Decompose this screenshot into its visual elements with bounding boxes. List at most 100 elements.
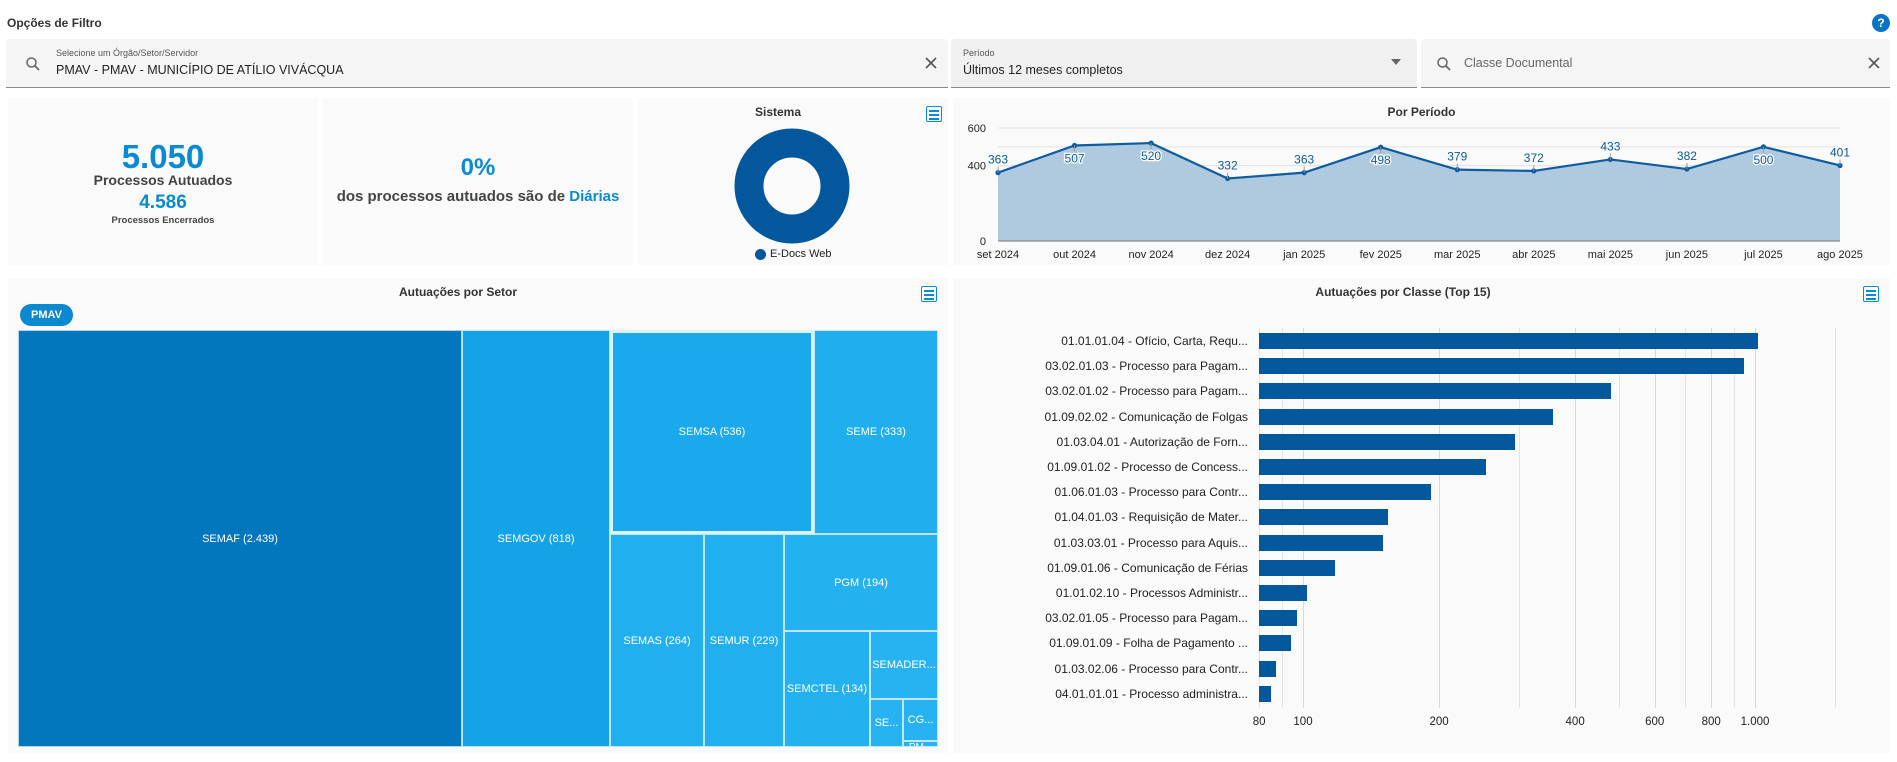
data-label: 401 bbox=[1830, 145, 1850, 159]
diarias-link[interactable]: Diárias bbox=[569, 188, 620, 205]
treemap-cell[interactable]: SEMCTEL (134) bbox=[784, 631, 870, 747]
data-label: 363 bbox=[1294, 153, 1314, 167]
x-tick-label: jun 2025 bbox=[1665, 249, 1708, 261]
treemap-cell-label: SEMUR (229) bbox=[709, 634, 779, 647]
treemap-cell-label: SEMSA (536) bbox=[678, 426, 746, 438]
data-label: 433 bbox=[1600, 139, 1620, 153]
x-tick-label: nov 2024 bbox=[1128, 249, 1173, 261]
treemap-cell-label: SEMAF (2.439) bbox=[202, 532, 278, 545]
data-point bbox=[1378, 144, 1384, 150]
search-icon bbox=[1437, 57, 1451, 71]
treemap-cell-label: PM... bbox=[909, 742, 932, 746]
treemap-cell[interactable]: SEMAF (2.439) bbox=[18, 330, 462, 747]
treemap-cell[interactable]: PM... bbox=[903, 741, 938, 747]
treemap-cell-label: SEMCTEL (134) bbox=[786, 683, 868, 695]
data-label: 520 bbox=[1141, 149, 1161, 163]
sistema-title: Sistema bbox=[754, 105, 802, 119]
data-point bbox=[995, 170, 1001, 176]
x-tick-label: abr 2025 bbox=[1512, 249, 1555, 261]
setor-title: Autuações por Setor bbox=[398, 285, 518, 299]
class-input-placeholder[interactable]: Classe Documental bbox=[1464, 56, 1573, 70]
pmav-breadcrumb-pill[interactable]: PMAV bbox=[20, 304, 73, 326]
y-tick-label: 0 bbox=[980, 236, 986, 248]
list-view-icon[interactable] bbox=[921, 286, 937, 302]
setor-treemap: SEMAF (2.439) SEMGOV (818) SEMSA (536) SEME… bbox=[18, 330, 938, 747]
help-icon[interactable]: ? bbox=[1872, 14, 1890, 32]
x-tick-label: dez 2024 bbox=[1205, 249, 1250, 261]
org-field-label: Selecione um Órgão/Setor/Servidor bbox=[56, 48, 199, 58]
treemap-cell-label: SEME (333) bbox=[846, 426, 906, 438]
diarias-text: dos processos autuados são de bbox=[336, 188, 566, 205]
x-tick-label: ago 2025 bbox=[1817, 249, 1863, 261]
filter-options-title: Opções de Filtro bbox=[7, 16, 102, 30]
data-point bbox=[1684, 166, 1690, 172]
legend-dot-icon bbox=[755, 248, 766, 260]
autuados-value: 5.050 bbox=[121, 138, 205, 175]
list-view-icon[interactable] bbox=[1863, 286, 1879, 302]
classe-card: Autuações por Classe (Top 15) bbox=[953, 278, 1890, 753]
x-tick-label: jul 2025 bbox=[1743, 249, 1783, 261]
data-label: 507 bbox=[1065, 152, 1085, 166]
x-tick-label: out 2024 bbox=[1053, 249, 1096, 261]
data-label: 382 bbox=[1677, 149, 1697, 163]
period-field-value[interactable]: Últimos 12 meses completos bbox=[963, 63, 1123, 77]
search-icon bbox=[26, 57, 40, 71]
sistema-legend[interactable]: E-Docs Web bbox=[755, 248, 832, 260]
x-tick-label: fev 2025 bbox=[1360, 249, 1402, 261]
y-tick-label: 600 bbox=[968, 123, 986, 135]
treemap-cell[interactable]: SEMADER... bbox=[870, 631, 938, 699]
org-field-value[interactable]: PMAV - PMAV - MUNICÍPIO DE ATÍLIO VIVÁCQ… bbox=[56, 63, 344, 77]
data-label: 379 bbox=[1447, 150, 1467, 164]
data-label: 363 bbox=[988, 153, 1008, 167]
sistema-donut: 100% bbox=[734, 128, 850, 244]
treemap-cell-label: SEMADER... bbox=[872, 659, 936, 671]
kpi-card-diarias: 0% dos processos autuados são de Diárias bbox=[323, 98, 633, 265]
area-fill bbox=[998, 143, 1840, 241]
period-field-label: Período bbox=[963, 48, 995, 58]
autuados-label: Processos Autuados bbox=[93, 172, 233, 188]
class-search-field[interactable]: Classe Documental bbox=[1421, 39, 1890, 88]
treemap-cell[interactable]: SEMAS (264) bbox=[610, 534, 704, 747]
treemap-cell-label: SEMAS (264) bbox=[623, 634, 691, 647]
treemap-cell[interactable]: SEMUR (229) bbox=[704, 534, 784, 747]
x-tick-label: mai 2025 bbox=[1588, 249, 1633, 261]
donut-center-label: 100% bbox=[778, 181, 806, 193]
encerrados-value: 4.586 bbox=[139, 192, 187, 213]
por-periodo-chart: 0 400 600 363 set 2024 507 out 2024 520 nov 2024… bbox=[968, 123, 1863, 261]
clear-class-icon[interactable] bbox=[1867, 56, 1881, 70]
x-tick-label: jan 2025 bbox=[1282, 249, 1325, 261]
treemap-cell[interactable]: SE... bbox=[870, 699, 903, 747]
treemap-cell[interactable]: PGM (194) bbox=[784, 534, 938, 631]
data-point bbox=[1454, 167, 1460, 173]
clear-org-icon[interactable] bbox=[924, 56, 938, 70]
treemap-cell[interactable]: SEME (333) bbox=[814, 330, 938, 534]
sistema-card: Sistema 100% E-Docs Web bbox=[638, 98, 948, 265]
data-point bbox=[1301, 170, 1307, 176]
treemap-cell[interactable]: SEMSA (536) bbox=[610, 330, 814, 534]
treemap-cell-label: SE... bbox=[874, 717, 899, 729]
treemap-cell-label: CG... bbox=[907, 714, 934, 726]
data-label: 332 bbox=[1218, 158, 1238, 172]
treemap-cell[interactable]: CG... bbox=[903, 699, 938, 741]
por-periodo-title: Por Período bbox=[1387, 105, 1456, 119]
period-select[interactable]: Período Últimos 12 meses completos bbox=[951, 39, 1417, 88]
treemap-cell[interactable]: SEMGOV (818) bbox=[462, 330, 610, 747]
data-label: 372 bbox=[1524, 151, 1544, 165]
data-label: 500 bbox=[1753, 153, 1773, 167]
y-tick-label: 400 bbox=[968, 161, 986, 173]
treemap-cell-label: PGM (194) bbox=[834, 576, 888, 589]
x-tick-label: set 2024 bbox=[977, 249, 1019, 261]
classe-title: Autuações por Classe (Top 15) bbox=[1315, 285, 1491, 299]
legend-label: E-Docs Web bbox=[770, 248, 832, 260]
dropdown-arrow-icon[interactable] bbox=[1391, 59, 1401, 65]
series-line bbox=[997, 141, 1841, 180]
treemap-cell-label: SEMGOV (818) bbox=[497, 532, 575, 545]
x-tick-label: mar 2025 bbox=[1434, 249, 1480, 261]
por-periodo-card: Por Período 0 400 600 363 set 2024 507 out 202… bbox=[953, 98, 1890, 265]
org-select-field[interactable]: Selecione um Órgão/Setor/Servidor PMAV -… bbox=[6, 39, 948, 88]
donut-slice-edocs-web bbox=[734, 128, 850, 244]
list-view-icon[interactable] bbox=[926, 106, 942, 122]
encerrados-label: Processos Encerrados bbox=[111, 215, 215, 226]
diarias-percent: 0% bbox=[460, 154, 496, 181]
data-label: 498 bbox=[1371, 153, 1391, 167]
